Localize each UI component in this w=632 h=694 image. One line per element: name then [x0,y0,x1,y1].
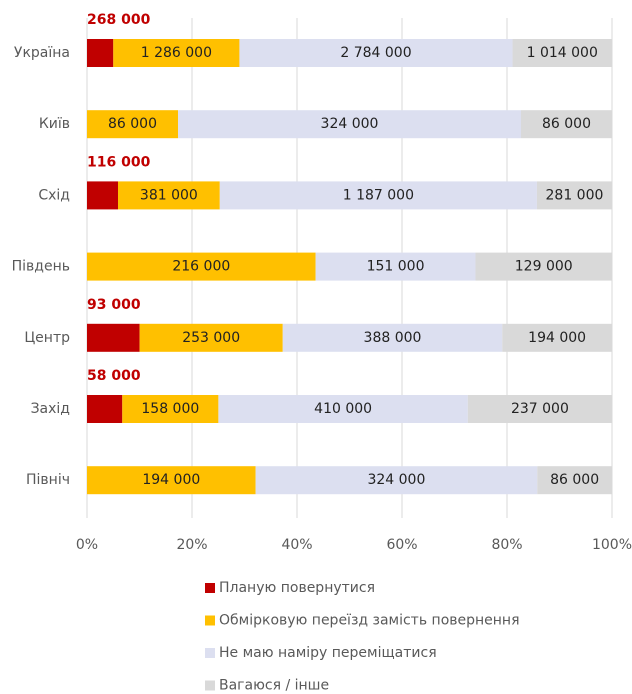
data-label: 1 014 000 [527,45,598,61]
data-label: 93 000 [87,297,141,313]
data-label: 86 000 [108,116,157,132]
legend-swatch [205,615,215,626]
data-label: 86 000 [542,116,591,132]
x-tick-label: 0% [76,537,98,553]
data-label: 129 000 [515,259,573,275]
bar-segment [537,466,612,495]
bar-segment [520,110,612,139]
y-tick-label: Україна [14,45,70,61]
bar-segment [255,466,538,495]
data-label: 388 000 [364,330,422,346]
bar-segment [512,39,612,67]
bar-segment [467,395,612,423]
legend-swatch [205,680,215,691]
data-label: 268 000 [87,12,151,28]
data-label: 324 000 [367,472,425,488]
legend-label: Планую повернутися [219,580,375,596]
data-label: 86 000 [550,472,599,488]
data-label: 281 000 [546,187,604,203]
y-tick-label: Центр [24,330,70,346]
data-label: 194 000 [528,330,586,346]
bar-segment [139,323,283,352]
data-label: 324 000 [321,116,379,132]
bar-segment [536,181,612,210]
bar-segment [122,395,219,423]
legend-swatch [205,648,215,658]
bar-segment [87,181,118,210]
bar-segment [502,323,612,352]
legend-label: Не маю наміру переміщатися [219,645,437,661]
data-label: 116 000 [87,154,151,170]
data-label: 194 000 [142,472,200,488]
x-tick-label: 80% [491,537,522,553]
bar-segment [87,252,316,281]
data-label: 381 000 [140,187,198,203]
bar-segment [315,252,476,281]
bar-segment [219,181,537,210]
legend-swatch [205,583,215,593]
bar-segment [87,395,123,423]
x-tick-label: 60% [386,537,417,553]
bar-segment [117,181,220,210]
y-tick-label: Південь [12,259,70,275]
bar-segment [475,252,612,281]
legend-label: Вагаюся / інше [219,678,329,694]
data-label: 2 784 000 [340,45,411,61]
y-tick-label: Північ [26,472,70,488]
bar-segment [87,466,256,495]
x-tick-label: 100% [592,537,632,553]
x-tick-label: 40% [281,537,312,553]
data-label: 1 286 000 [141,45,212,61]
data-label: 1 187 000 [343,187,414,203]
bar-segment [87,110,179,139]
bar-segment [239,39,513,67]
data-label: 216 000 [172,259,230,275]
data-label: 237 000 [511,401,569,417]
bar-segment [113,39,240,67]
data-label: 253 000 [182,330,240,346]
data-label: 58 000 [87,368,141,384]
legend-label: Обмірковую переїзд замість повернення [219,613,520,629]
bar-segment [178,110,521,139]
bar-segment [87,39,114,67]
data-label: 158 000 [141,401,199,417]
y-tick-label: Схід [38,187,70,203]
data-label: 151 000 [367,259,425,275]
y-tick-label: Київ [39,116,70,132]
x-tick-label: 20% [176,537,207,553]
bar-segment [87,323,140,352]
bar-segment [218,395,468,423]
data-label: 410 000 [314,401,372,417]
bar-segment [282,323,503,352]
y-tick-label: Захід [31,401,70,417]
